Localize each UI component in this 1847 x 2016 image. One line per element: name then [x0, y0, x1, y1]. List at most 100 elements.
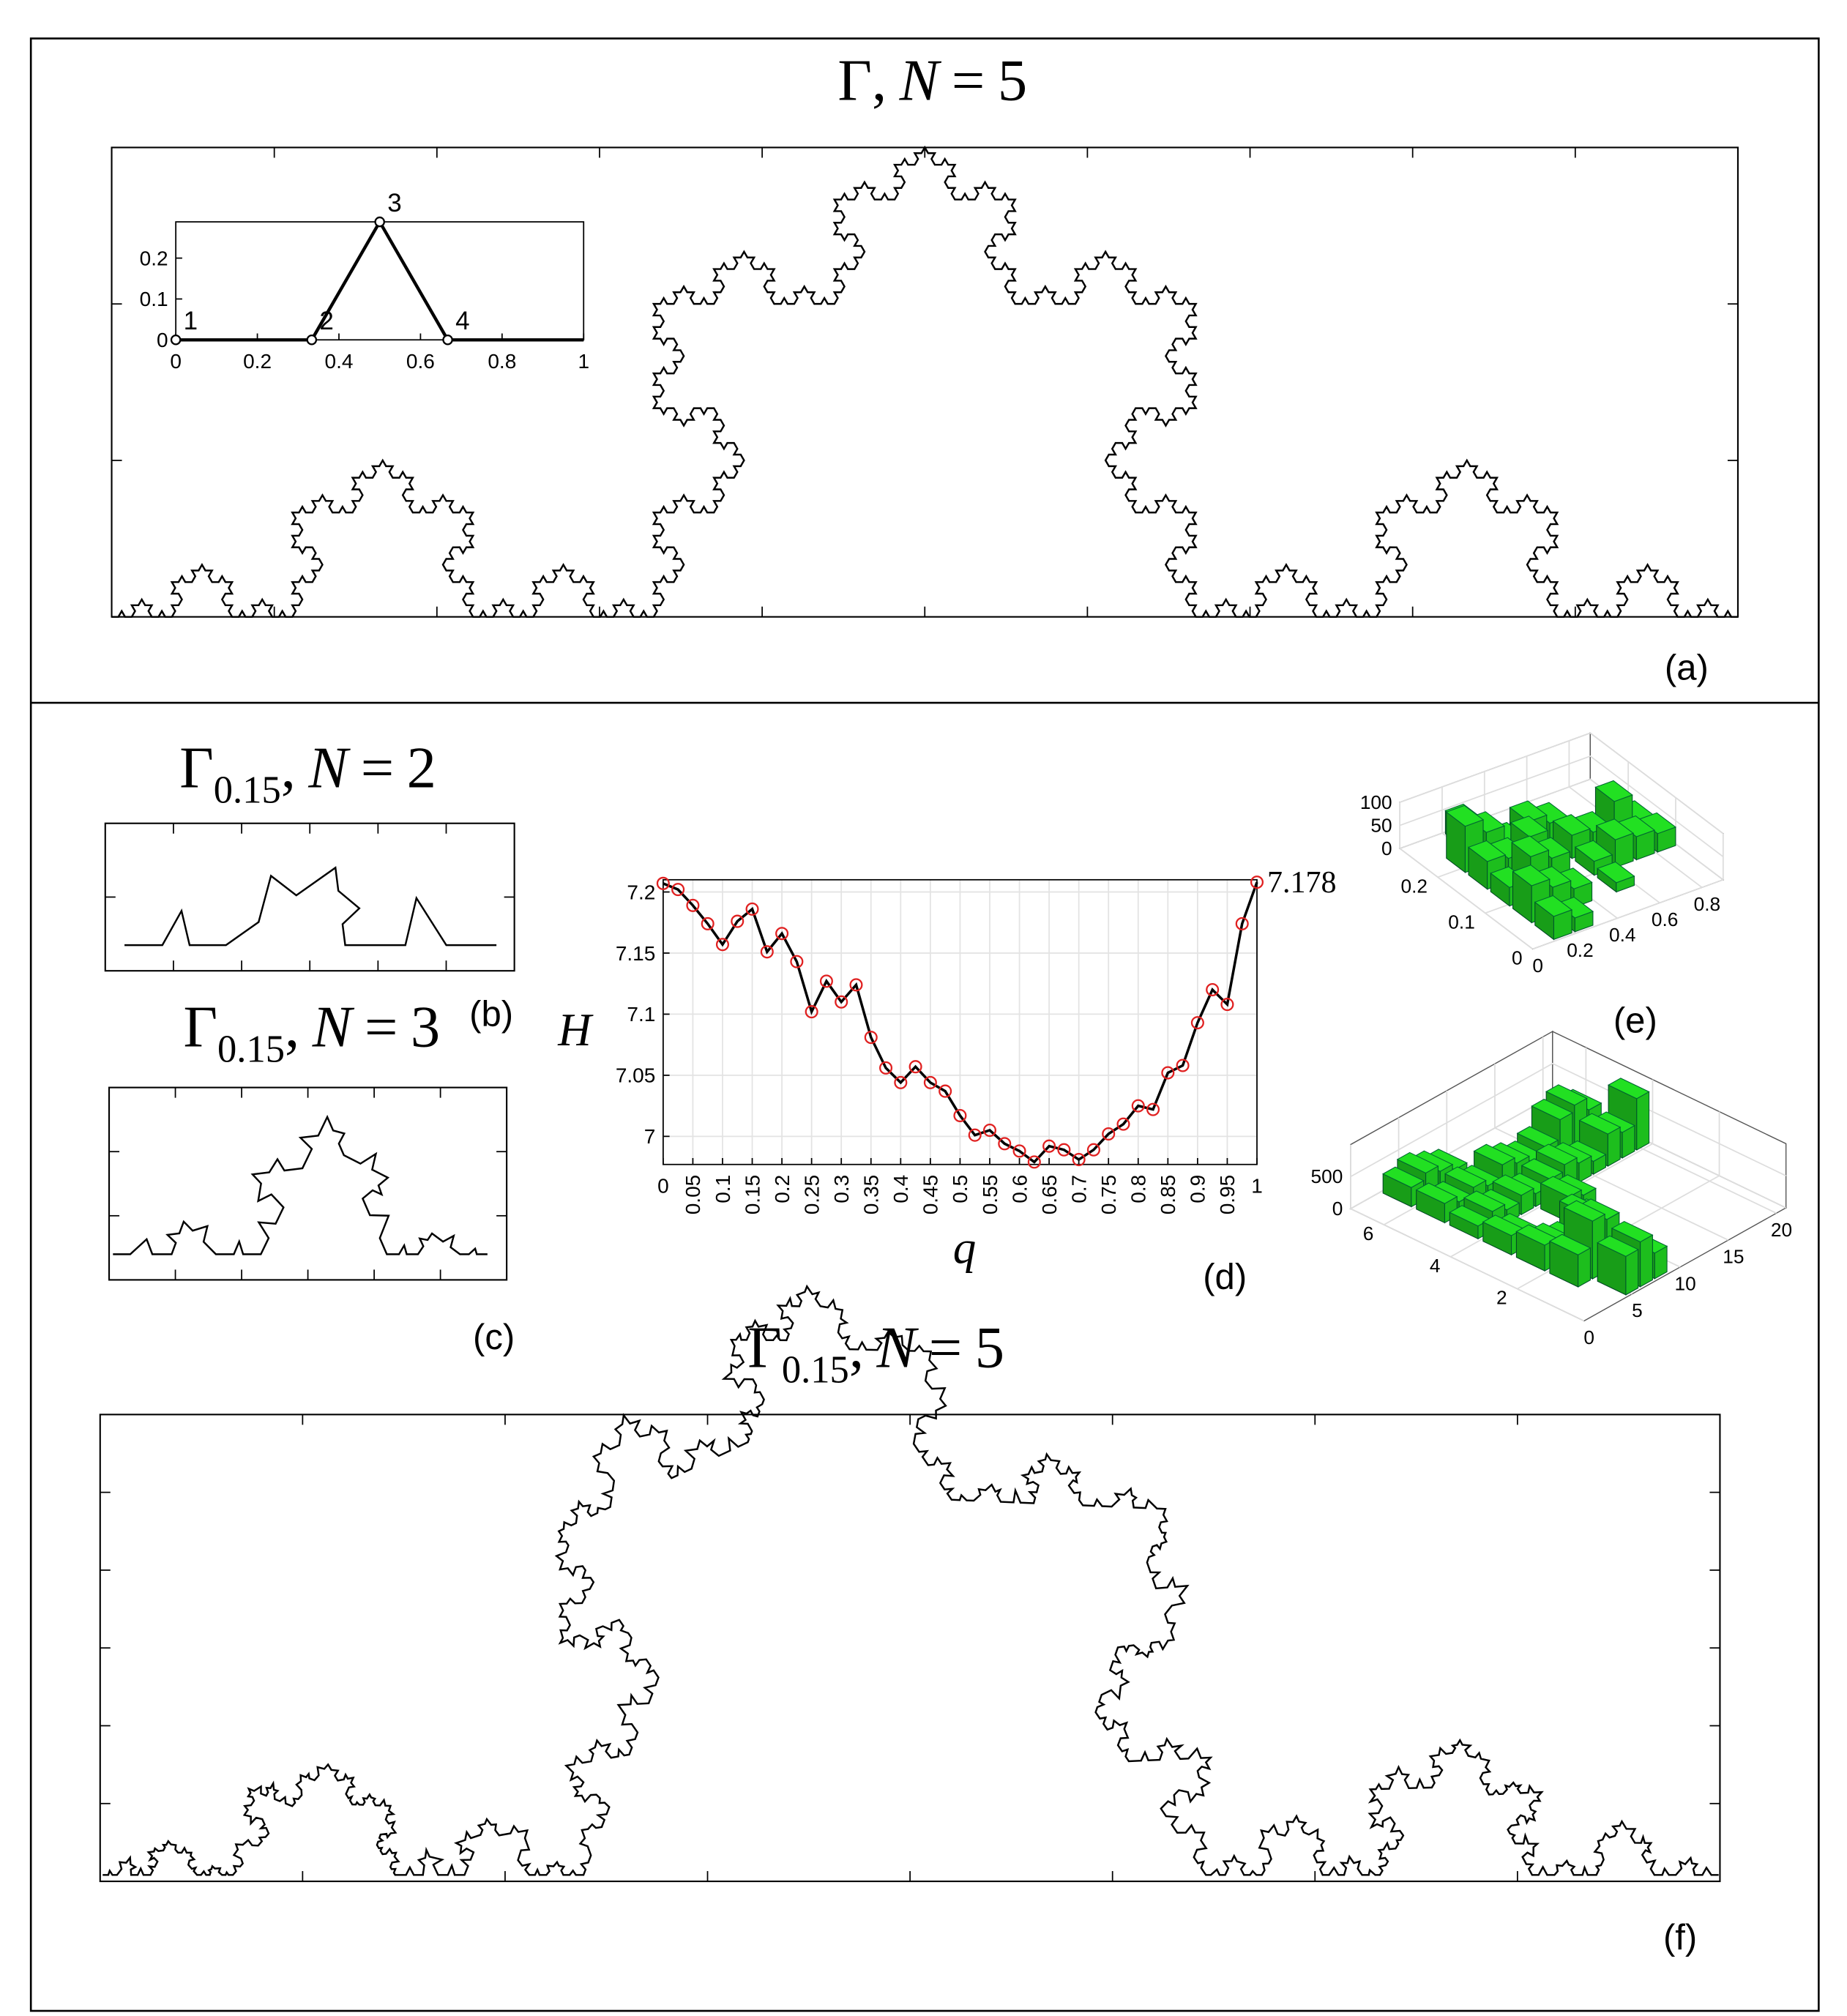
bar-face	[1574, 840, 1613, 862]
x-tick-label: 0.9	[1187, 1175, 1209, 1203]
x-tick-label: 0.4	[1609, 924, 1636, 946]
title-equals: =	[929, 1315, 962, 1381]
panel-f-box	[99, 1414, 1721, 1883]
data-point	[849, 978, 863, 992]
x-tick-label: 0.75	[1097, 1175, 1120, 1215]
bar-face	[1444, 1166, 1487, 1188]
title-equals: =	[952, 48, 985, 113]
data-point	[731, 914, 745, 928]
panel-c-box	[108, 1086, 508, 1281]
y-tick-label: 7.15	[616, 942, 656, 965]
title-variable: N	[307, 736, 351, 801]
data-point	[908, 1060, 922, 1074]
bar-face	[1545, 1084, 1588, 1106]
annotation: 7.178	[1267, 866, 1337, 900]
bar-face	[1467, 840, 1507, 862]
z-tick-label: 0	[1381, 837, 1392, 859]
title-separator: ,	[285, 995, 299, 1060]
x-tick-label: 0	[1532, 955, 1543, 977]
data-point	[671, 883, 685, 897]
bar-face	[1473, 1143, 1516, 1165]
title-symbol: Γ	[179, 736, 214, 801]
bar-face	[1640, 1234, 1653, 1288]
bar-face	[1535, 1143, 1578, 1165]
point-label: 1	[184, 307, 198, 335]
data-point	[686, 898, 700, 912]
x-tick-label: 1	[578, 350, 589, 373]
bar-face	[1563, 1200, 1606, 1222]
title-n: 3	[411, 995, 440, 1060]
x-tick-label: 0.15	[741, 1175, 764, 1215]
data-point	[170, 334, 182, 346]
data-point	[374, 216, 385, 228]
panel-label: (e)	[1613, 1001, 1657, 1040]
x-tick-label: 0.5	[949, 1175, 971, 1203]
x-tick-label: 0.8	[488, 350, 516, 373]
panel-label: (c)	[473, 1318, 515, 1357]
data-point	[1190, 1016, 1204, 1030]
y-tick-label: 0	[157, 329, 168, 351]
x-tick-label: 0.8	[1694, 893, 1721, 915]
koch-curve	[124, 866, 497, 947]
panel-b-box	[104, 822, 515, 972]
data-point	[835, 995, 848, 1009]
x-tick-label: 0.8	[1127, 1175, 1150, 1203]
data-point	[1220, 998, 1234, 1012]
y-tick-label: 0.2	[1400, 875, 1428, 897]
y-tick-label: 7.2	[627, 881, 655, 903]
x-tick-label: 10	[1675, 1272, 1696, 1294]
grid-line	[1350, 1144, 1585, 1322]
z-tick-label: 0	[1332, 1198, 1343, 1220]
y-tick-label: 7.1	[627, 1003, 655, 1026]
bar-face	[1540, 1176, 1583, 1198]
point-label: 3	[387, 189, 401, 217]
y-tick-label: 2	[1496, 1287, 1507, 1309]
data-point	[1102, 1127, 1116, 1141]
data-point	[1161, 1066, 1175, 1080]
x-tick-label: 0	[657, 1174, 669, 1197]
title-subscript: 0.15	[782, 1349, 849, 1392]
grid-line	[1399, 732, 1724, 835]
data-point	[805, 1005, 818, 1019]
grid-line	[1399, 755, 1724, 857]
bar-face	[1597, 1235, 1639, 1257]
title-n: 5	[975, 1315, 1004, 1381]
bar-face	[1594, 780, 1633, 802]
plot-background	[176, 222, 584, 340]
data-point	[1176, 1059, 1190, 1072]
koch-curve	[102, 1284, 1719, 1876]
data-line	[663, 881, 1258, 1164]
data-point	[745, 902, 759, 916]
panel-title: Γ0.15, N = 5	[747, 1315, 1004, 1392]
data-point	[864, 1031, 878, 1045]
data-point	[656, 876, 670, 890]
grid-line	[1568, 740, 1703, 889]
data-point	[968, 1128, 982, 1142]
x-tick-label: 0	[1583, 1326, 1594, 1348]
grid-line	[1399, 802, 1534, 950]
x-tick-label: 0.2	[771, 1175, 794, 1203]
x-tick-label: 1	[1251, 1174, 1263, 1197]
x-axis-label: q	[953, 1222, 977, 1274]
data-point	[939, 1084, 952, 1098]
data-point	[442, 334, 453, 346]
bar-face	[1396, 1151, 1439, 1174]
panel-label: (b)	[469, 995, 513, 1034]
y-tick-label: 6	[1363, 1222, 1374, 1244]
x-tick-label: 0.7	[1067, 1175, 1090, 1203]
bar-face	[1415, 1182, 1458, 1204]
x-tick-label: 0	[170, 350, 182, 373]
data-point	[879, 1061, 893, 1075]
bar-face	[1512, 865, 1551, 886]
y-tick-label: 7	[644, 1125, 656, 1148]
panel-title: Γ0.15, N = 2	[179, 736, 436, 812]
bar-face	[1463, 1190, 1506, 1212]
frame	[29, 37, 1820, 2012]
y-tick-label: 0.1	[140, 288, 168, 310]
bar-face	[1511, 835, 1550, 857]
x-tick-label: 15	[1723, 1246, 1744, 1268]
bar-face	[1520, 1158, 1564, 1180]
title-symbol: Γ	[183, 995, 217, 1060]
x-tick-label: 0.2	[1567, 939, 1594, 961]
